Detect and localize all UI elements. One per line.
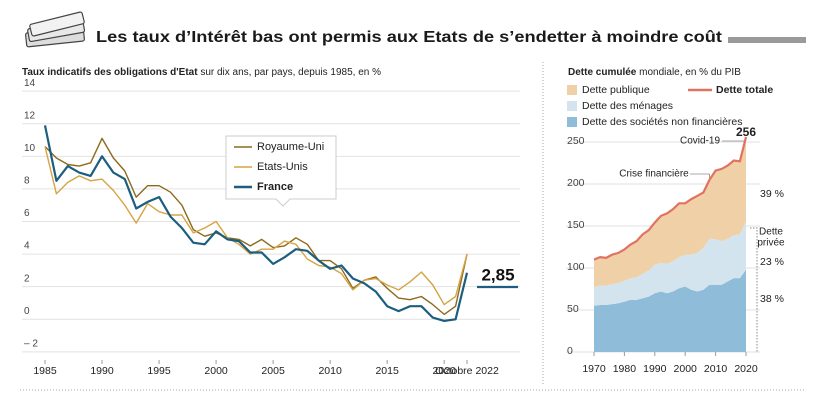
- private-label: privée: [757, 238, 785, 249]
- x-tick-label: 1990: [90, 365, 114, 377]
- legend-label: Dette publique: [582, 84, 650, 96]
- y-tick-label: 4: [24, 241, 30, 252]
- left-title: Taux indicatifs des obligations d'Etat: [22, 67, 198, 78]
- legend-box: [225, 135, 337, 207]
- series-line: [44, 137, 468, 316]
- left-heading: Taux indicatifs des obligations d'Etat s…: [22, 67, 381, 78]
- y-tick-label: 250: [567, 135, 585, 147]
- y-tick-label: 14: [24, 78, 36, 89]
- total-end-label: 256: [736, 125, 756, 139]
- y-tick-label: 2: [24, 273, 30, 284]
- share-label: 39 %: [760, 188, 784, 200]
- page-title: Les taux d’Intérêt bas ont permis aux Et…: [96, 29, 723, 46]
- annotation: Crise financière: [619, 169, 689, 180]
- y-tick-label: 200: [567, 177, 585, 189]
- x-tick-label: 1970: [582, 363, 606, 375]
- y-tick-label: 0: [24, 306, 30, 317]
- legend-swatch: [567, 117, 577, 127]
- area: [594, 269, 746, 352]
- x-tick-label: Octobre 2022: [435, 365, 499, 377]
- end-label: 2,85: [481, 265, 514, 284]
- x-tick-label: 2010: [704, 363, 728, 375]
- y-tick-label: 6: [24, 208, 30, 219]
- x-tick-label: 1985: [33, 365, 57, 377]
- share-label: 38 %: [760, 293, 784, 305]
- x-tick-label: 2000: [674, 363, 698, 375]
- legend-swatch: [567, 85, 577, 95]
- total-line: [593, 136, 748, 261]
- money-icon: [25, 11, 86, 48]
- y-tick-label: 12: [24, 110, 36, 121]
- legend-label: Royaume-Uni: [257, 141, 324, 153]
- legend-label: Etats-Unis: [257, 161, 308, 173]
- private-bracket: [750, 227, 758, 352]
- share-label: 23 %: [760, 256, 784, 268]
- annotation: Covid-19: [680, 136, 720, 147]
- y-tick-label: 50: [567, 303, 579, 315]
- x-tick-label: 2020: [734, 363, 758, 375]
- y-tick-label: 10: [24, 143, 36, 154]
- right-heading: Dette cumulée mondiale, en % du PIB: [568, 67, 741, 78]
- x-tick-label: 2020: [433, 365, 457, 377]
- legend-label: Dette totale: [716, 84, 773, 96]
- x-tick-label: 2010: [318, 365, 342, 377]
- y-tick-label: 100: [567, 261, 585, 273]
- area: [594, 221, 746, 306]
- x-tick-label: 1995: [147, 365, 171, 377]
- legend-swatch: [567, 101, 577, 111]
- y-tick-label: 0: [567, 345, 573, 357]
- x-tick-label: 2005: [261, 365, 285, 377]
- x-tick-label: 2015: [375, 365, 399, 377]
- left-subtitle: sur dix ans, par pays, depuis 1985, en %: [200, 67, 381, 78]
- x-tick-label: 1980: [613, 363, 637, 375]
- y-tick-label: 8: [24, 176, 30, 187]
- legend: Royaume-Uni Etats-Unis France: [225, 135, 337, 207]
- legend-label: Dette des sociétés non financières: [582, 116, 743, 128]
- legend-label: France: [257, 181, 293, 193]
- x-tick-label: 2000: [204, 365, 228, 377]
- private-label: Dette: [759, 227, 783, 238]
- right-subtitle: mondiale, en % du PIB: [639, 67, 741, 78]
- right-title: Dette cumulée: [568, 67, 637, 78]
- legend-label: Dette des ménages: [582, 100, 673, 112]
- y-tick-label: 150: [567, 219, 585, 231]
- x-tick-label: 1990: [643, 363, 667, 375]
- y-tick-label: – 2: [24, 338, 38, 349]
- series-line: [43, 125, 469, 322]
